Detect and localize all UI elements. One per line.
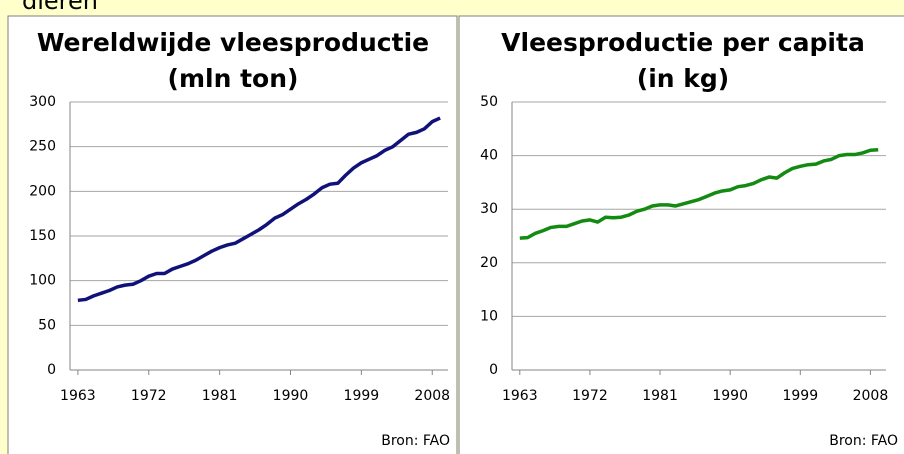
heading-fragment: dieren <box>22 0 98 15</box>
y-tick-label: 0 <box>489 362 498 378</box>
x-tick-label: 1999 <box>782 388 818 404</box>
y-tick-label: 10 <box>480 308 498 324</box>
data-line <box>77 116 441 303</box>
x-tick-label: 1972 <box>572 388 608 404</box>
x-tick-label: 1981 <box>642 388 678 404</box>
y-tick-label: 50 <box>38 317 56 333</box>
y-tick-label: 20 <box>480 255 498 271</box>
y-tick-label: 150 <box>29 228 56 244</box>
source-note: Bron: FAO <box>381 433 450 449</box>
y-tick-label: 30 <box>480 201 498 217</box>
source-note: Bron: FAO <box>829 433 898 449</box>
left-panel <box>7 15 458 454</box>
x-tick-label: 1990 <box>273 388 309 404</box>
chart-title: Wereldwijde vleesproductie <box>37 28 429 57</box>
x-tick-label: 1981 <box>202 388 238 404</box>
x-tick-label: 1972 <box>131 388 167 404</box>
chart-title: Vleesproductie per capita <box>501 28 865 57</box>
x-tick-label: 1963 <box>60 388 96 404</box>
x-tick-label: 1963 <box>502 388 538 404</box>
chart-title: (mln ton) <box>168 64 299 93</box>
y-tick-label: 0 <box>47 362 56 378</box>
data-line <box>519 147 879 240</box>
chart-title: (in kg) <box>637 64 729 93</box>
y-tick-label: 50 <box>480 94 498 110</box>
x-tick-label: 2008 <box>853 388 889 404</box>
x-tick-label: 1990 <box>712 388 748 404</box>
y-tick-label: 100 <box>29 273 56 289</box>
x-tick-label: 2008 <box>414 388 450 404</box>
y-tick-label: 40 <box>480 148 498 164</box>
x-tick-label: 1999 <box>344 388 380 404</box>
y-tick-label: 300 <box>29 94 56 110</box>
y-tick-label: 200 <box>29 183 56 199</box>
y-tick-label: 250 <box>29 139 56 155</box>
